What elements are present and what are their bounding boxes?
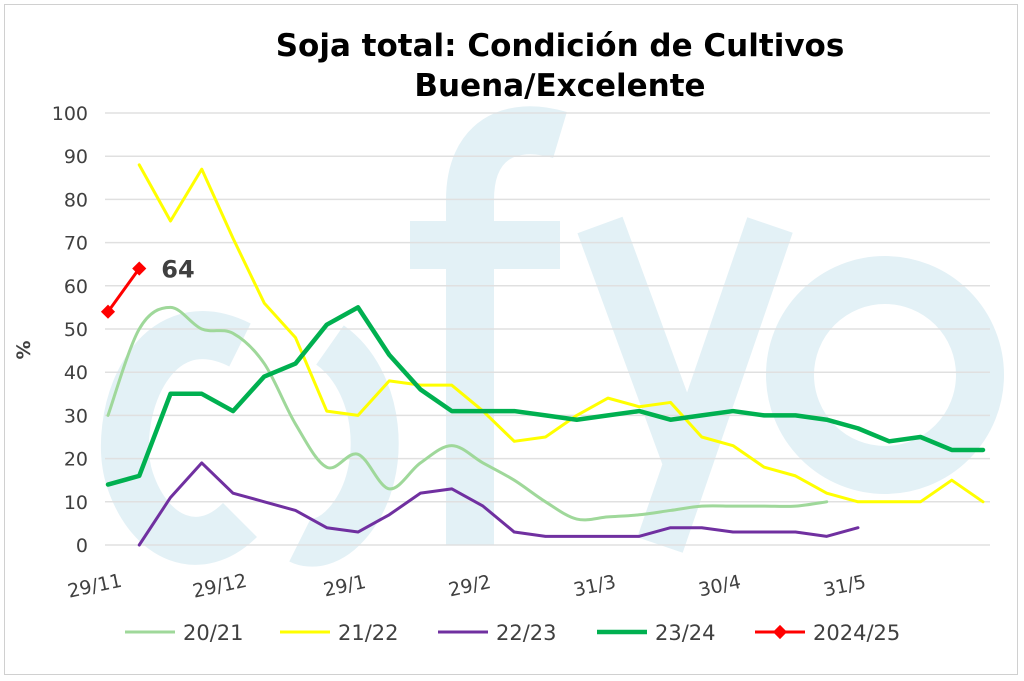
y-tick-label: 20 <box>64 449 88 471</box>
legend-label: 21/22 <box>338 621 399 645</box>
x-tick-label: 29/11 <box>66 570 124 603</box>
legend-marker <box>772 624 788 640</box>
series-line-21-22 <box>137 163 985 504</box>
x-tick-label: 29/1 <box>322 571 368 601</box>
data-point-marker <box>132 261 147 276</box>
data-point-marker <box>100 304 116 319</box>
y-tick-label: 40 <box>64 362 88 384</box>
legend-label: 22/23 <box>496 621 557 645</box>
chart-title: Soja total: Condición de Cultivos Buena/… <box>100 26 1020 106</box>
y-tick-label: 60 <box>64 276 88 298</box>
y-tick-label: 10 <box>64 492 88 514</box>
y-tick-label: 50 <box>64 319 88 341</box>
y-tick-label: 0 <box>76 535 88 557</box>
y-tick-label: 100 <box>52 103 88 125</box>
chart-title-line-1: Soja total: Condición de Cultivos <box>275 28 845 64</box>
series-line-20-21 <box>106 305 829 522</box>
chart-frame <box>4 4 1018 675</box>
watermark-y-shape <box>577 216 793 553</box>
legend-label: 20/21 <box>183 621 244 645</box>
series-line-22-23 <box>137 461 860 547</box>
x-tick-label: 29/12 <box>191 570 249 603</box>
chart-title-line-2: Buena/Excelente <box>414 68 706 104</box>
x-tick-label: 31/3 <box>572 571 618 601</box>
watermark-o-mid-shape <box>289 325 399 567</box>
series-line-23-24 <box>105 305 986 487</box>
x-tick-label: 31/5 <box>822 571 868 601</box>
legend-label: 23/24 <box>655 621 716 645</box>
data-label: 64 <box>161 256 194 284</box>
y-tick-label: 70 <box>64 233 88 255</box>
x-tick-label: 29/2 <box>447 571 493 601</box>
x-tick-label: 30/4 <box>697 571 743 601</box>
watermark-f-shape <box>446 106 567 545</box>
series-line-2024-25 <box>106 267 141 314</box>
legend-label: 2024/25 <box>813 621 900 645</box>
y-tick-label: 80 <box>64 189 88 211</box>
watermark-o-left-shape <box>100 311 257 565</box>
y-tick-label: 90 <box>64 146 88 168</box>
y-tick-label: 30 <box>64 405 88 427</box>
watermark-o-shape <box>766 256 1004 494</box>
y-axis-label: % <box>13 340 35 359</box>
watermark-logo <box>100 106 1004 567</box>
